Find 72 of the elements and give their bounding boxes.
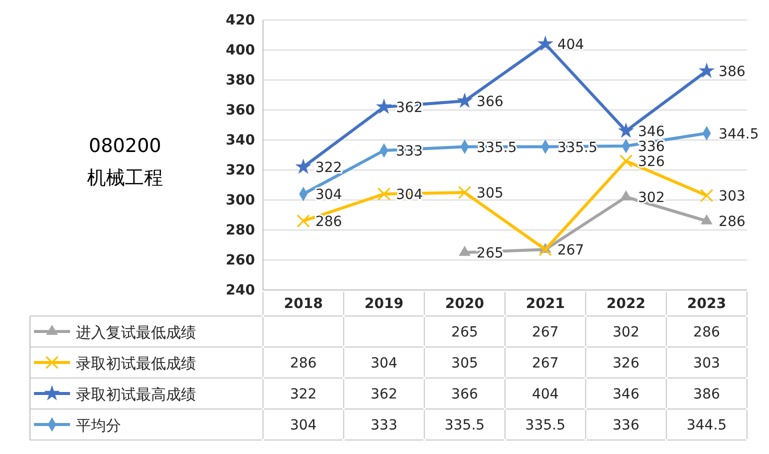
legend-label: 平均分 <box>76 416 121 434</box>
point <box>619 154 633 168</box>
text: 080200 <box>88 135 162 157</box>
annotation: 303 <box>718 188 746 204</box>
annotation: 267 <box>557 242 584 258</box>
data-label: 286 <box>290 356 317 372</box>
point <box>456 92 473 108</box>
y-tick-label: 420 <box>226 12 256 28</box>
data-label: 305 <box>451 356 478 372</box>
annotation: 404 <box>557 37 584 53</box>
data-label: 267 <box>532 356 559 372</box>
x-tick-label: 2019 <box>364 296 404 312</box>
x-tick-label: 2023 <box>687 296 726 312</box>
annotation: 386 <box>718 64 746 80</box>
x-tick-label: 2021 <box>526 296 565 312</box>
point <box>377 187 391 201</box>
annotation: 304 <box>315 187 342 203</box>
data-label: 267 <box>532 324 559 340</box>
data-label: 366 <box>451 386 478 402</box>
x-tick-label: 2018 <box>284 296 323 312</box>
data-label: 326 <box>612 356 640 372</box>
annotation: 322 <box>315 160 342 176</box>
annotation: 286 <box>315 214 342 230</box>
point <box>296 214 310 228</box>
y-tick-label: 280 <box>226 222 256 238</box>
y-tick-label: 300 <box>226 192 256 208</box>
point <box>295 158 312 174</box>
y-tick-label: 240 <box>226 282 256 298</box>
point <box>537 36 554 51</box>
data-label: 336 <box>612 418 640 434</box>
data-label: 386 <box>693 386 720 402</box>
point <box>618 122 634 138</box>
annotation: 302 <box>638 190 665 206</box>
data-label: 286 <box>693 324 720 340</box>
y-tick-label: 380 <box>226 72 256 88</box>
annotation: 265 <box>476 246 504 262</box>
data-label: 302 <box>612 324 640 340</box>
annotation: 305 <box>476 186 504 202</box>
legend-label: 录取初试最高成绩 <box>76 386 196 404</box>
data-label: 362 <box>370 386 398 402</box>
annotation: 286 <box>718 214 746 230</box>
data-label: 304 <box>370 356 398 372</box>
point <box>698 62 715 78</box>
legend-label: 录取初试最低成绩 <box>76 354 196 372</box>
y-tick-label: 400 <box>226 42 256 58</box>
data-label: 303 <box>693 356 720 372</box>
y-tick-label: 340 <box>226 132 256 148</box>
text: 机械工程 <box>87 167 163 189</box>
data-label: 335.5 <box>444 418 485 434</box>
data-label: 265 <box>451 324 478 340</box>
data-label: 322 <box>290 386 317 402</box>
data-label: 333 <box>370 418 398 434</box>
annotation: 346 <box>638 124 665 140</box>
data-label: 304 <box>290 418 317 434</box>
x-tick-label: 2020 <box>445 296 484 312</box>
point <box>700 188 714 202</box>
data-label: 404 <box>532 386 559 402</box>
point <box>538 242 552 256</box>
point <box>376 98 392 114</box>
y-tick-label: 360 <box>226 102 256 118</box>
annotation: 326 <box>638 154 665 170</box>
x-tick-label: 2022 <box>606 296 646 312</box>
y-tick-label: 260 <box>226 252 256 268</box>
point <box>458 186 472 200</box>
legend-label: 进入复试最低成绩 <box>76 324 196 342</box>
data-label: 346 <box>612 386 640 402</box>
annotation: 336 <box>638 139 665 155</box>
annotation: 366 <box>476 94 504 110</box>
y-tick-label: 320 <box>226 162 256 178</box>
data-label: 335.5 <box>525 418 566 434</box>
annotation: 344.5 <box>718 126 759 142</box>
data-label: 344.5 <box>686 418 727 434</box>
